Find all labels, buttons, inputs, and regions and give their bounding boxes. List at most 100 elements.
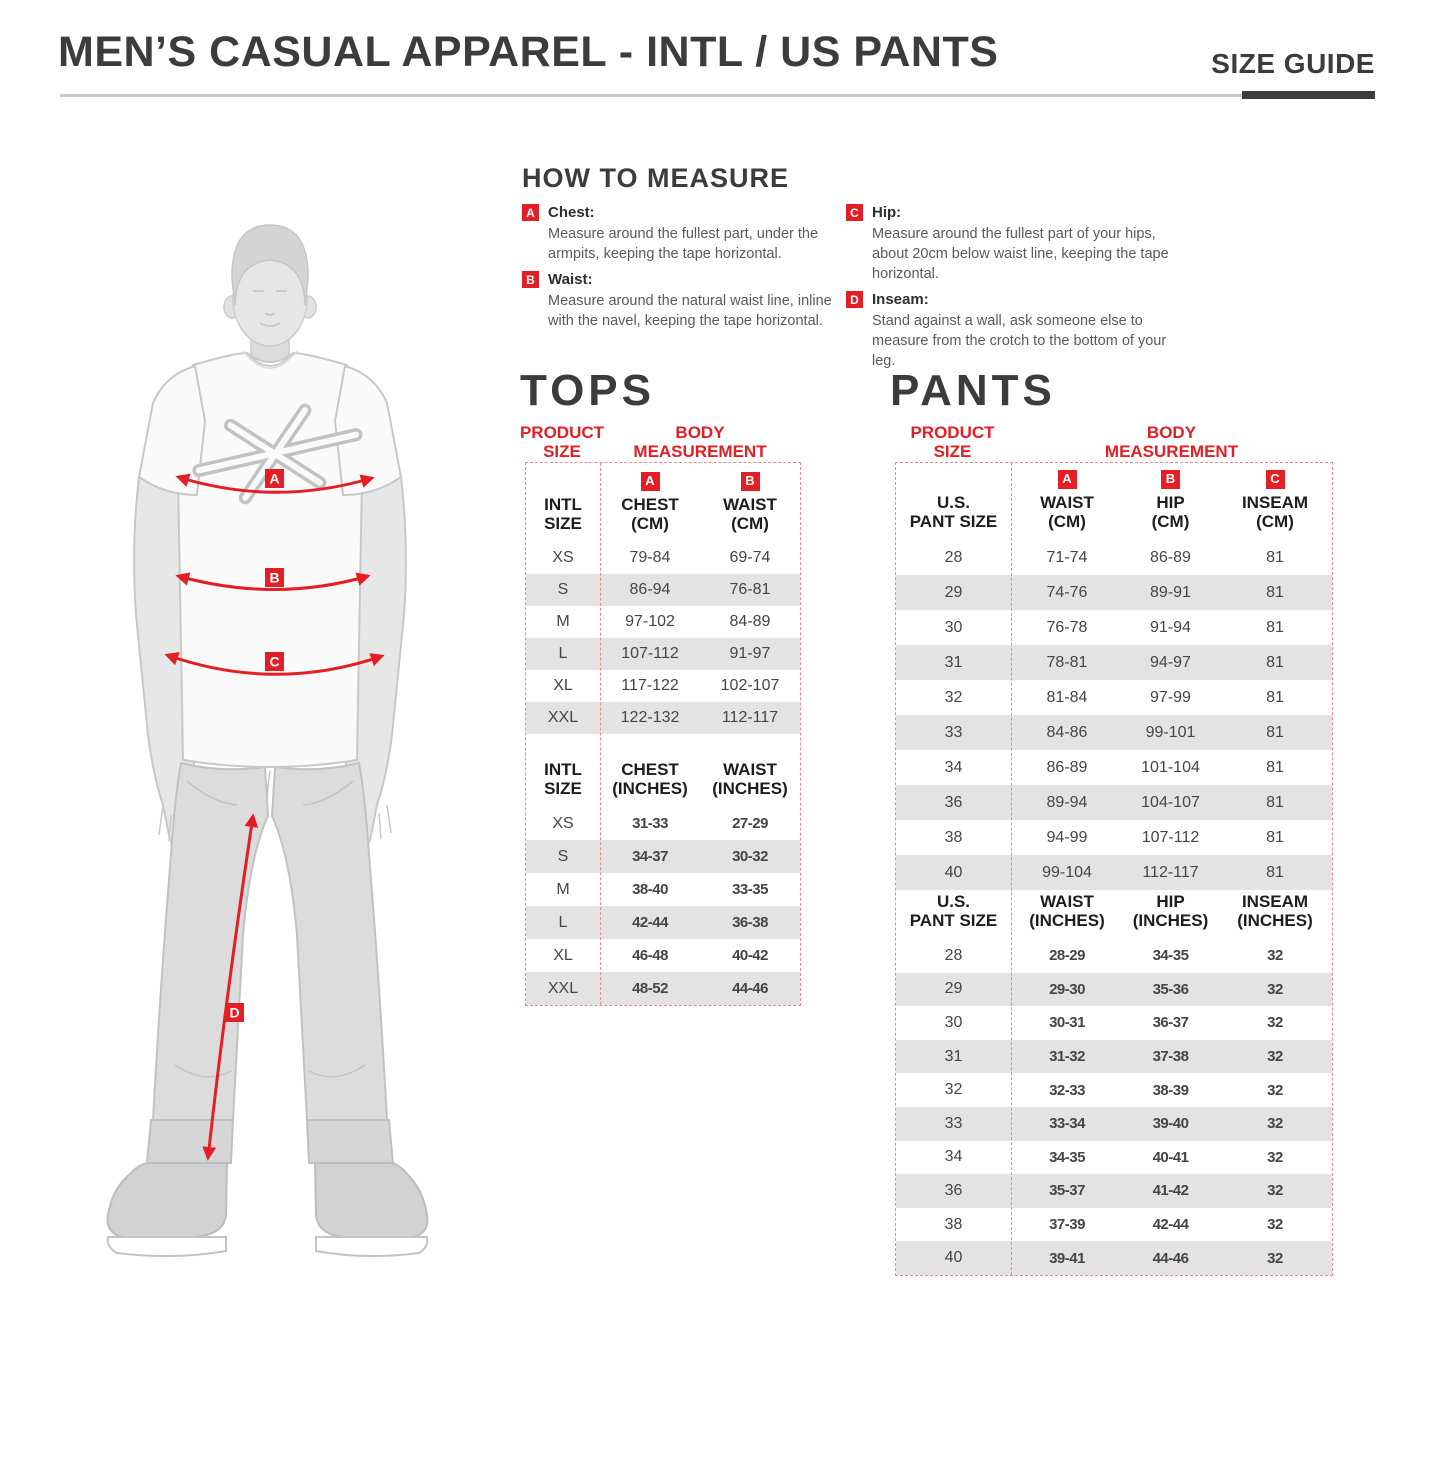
table-row: S 86-94 76-81 (526, 574, 800, 606)
table-cell: 36-38 (732, 914, 768, 931)
table-cell: M (556, 613, 570, 630)
table-cell: 81 (1266, 723, 1284, 741)
table-cell: 35-36 (1152, 980, 1189, 998)
inseam-arrow (202, 813, 259, 1161)
table-cell: 42-44 (1152, 1216, 1189, 1234)
column-header: U.S. PANT SIZE (909, 492, 998, 531)
table-cell: 86-89 (1046, 758, 1088, 776)
table-cell: 33-35 (732, 881, 768, 898)
measure-description: Stand against a wall, ask someone else t… (872, 313, 1167, 369)
table-row: XS 79-84 69-74 (526, 542, 800, 574)
table-cell: 79-84 (629, 549, 671, 566)
table-cell: L (558, 645, 568, 662)
table-cell: 112-117 (721, 709, 779, 726)
measure-item: B Waist: Measure around the natural wais… (522, 271, 852, 331)
table-cell: 38-40 (632, 881, 668, 898)
table-row: XXL 122-132 112-117 (526, 702, 800, 734)
table-cell: 84-89 (729, 613, 771, 630)
table-row: 28 28-29 34-35 32 (896, 939, 1332, 973)
table-cell: 81 (1266, 828, 1284, 846)
table-row: 34 34-35 40-41 32 (896, 1141, 1332, 1175)
table-cell: 112-117 (1142, 863, 1199, 881)
column-header: INSEAM (INCHES) (1237, 891, 1313, 930)
figure-badge-d: D (229, 1005, 239, 1021)
tops-inches-rows: XS 31-33 27-29 S 34-37 30-32 M 38-40 33-35 L 42-44… (526, 807, 800, 1005)
table-cell: 37-39 (1049, 1216, 1085, 1234)
table-cell: 32 (944, 1081, 963, 1099)
table-cell: 32 (1267, 1249, 1283, 1267)
tops-title: TOPS (520, 366, 656, 415)
table-cell: 91-97 (729, 645, 771, 662)
measure-letter-badge: D (846, 291, 863, 308)
table-cell: 122-132 (620, 709, 680, 726)
table-row: 38 37-39 42-44 32 (896, 1208, 1332, 1242)
table-cell: 40-42 (732, 947, 768, 964)
table-cell: XXL (547, 979, 579, 997)
column-header: A CHEST (CM) (621, 471, 679, 533)
measure-letter-badge: B (1161, 469, 1180, 489)
pants-red-headers: PRODUCT SIZE BODY MEASUREMENT (895, 417, 1333, 461)
hip-arrow (164, 652, 385, 676)
table-cell: 30 (944, 618, 963, 636)
table-cell: 78-81 (1046, 653, 1088, 671)
table-row: 29 74-76 89-91 81 (896, 575, 1332, 610)
table-cell: 33-34 (1049, 1115, 1085, 1133)
tops-column-divider (600, 463, 601, 1005)
table-row: 31 78-81 94-97 81 (896, 645, 1332, 680)
table-cell: 44-46 (732, 980, 768, 997)
table-row: 31 31-32 37-38 32 (896, 1039, 1332, 1074)
table-cell: 81 (1266, 548, 1284, 566)
table-cell: 81 (1266, 793, 1284, 811)
measure-label: Hip: (872, 204, 902, 221)
table-cell: 31-33 (632, 815, 668, 832)
table-cell: 40 (944, 863, 963, 881)
table-cell: 94-97 (1150, 653, 1191, 671)
table-cell: 32 (944, 688, 963, 706)
table-cell: 40-41 (1152, 1148, 1189, 1166)
tops-inches-header-row: INTL SIZE CHEST (INCHES) WAIST (INCHES) (526, 734, 800, 807)
figure-badge-a: A (269, 471, 279, 487)
column-header: WAIST (INCHES) (1029, 891, 1105, 930)
table-row: XS 31-33 27-29 (526, 807, 800, 840)
table-cell: 42-44 (632, 914, 668, 931)
measure-description: Measure around the fullest part, under t… (548, 226, 819, 262)
column-header: A WAIST (CM) (1040, 469, 1094, 531)
column-header: INTL SIZE (544, 759, 582, 798)
table-row: 34 86-89 101-104 81 (896, 750, 1332, 785)
size-guide-underline (1242, 91, 1375, 99)
table-cell: 107-112 (621, 645, 679, 662)
measure-letter-badge: B (740, 471, 760, 491)
table-row: L 42-44 36-38 (526, 906, 800, 939)
table-cell: 81 (1266, 583, 1284, 601)
table-cell: 69-74 (729, 549, 771, 566)
measure-letter-badge: C (846, 204, 863, 221)
table-cell: L (558, 913, 568, 931)
measure-list-left: A Chest: Measure around the fullest part… (522, 204, 852, 338)
table-row: L 107-112 91-97 (526, 638, 800, 670)
table-cell: 34 (944, 758, 963, 776)
pants-cm-rows: 28 71-74 86-89 81 29 74-76 89-91 81 30 76-78 91-94… (896, 540, 1332, 890)
table-cell: 30-31 (1049, 1014, 1085, 1032)
table-cell: 46-48 (632, 947, 668, 964)
table-cell: 48-52 (632, 980, 668, 997)
table-cell: 28 (944, 946, 963, 964)
table-cell: 81 (1266, 653, 1284, 671)
table-cell: 32 (1267, 980, 1283, 998)
measure-item: D Inseam: Stand against a wall, ask some… (846, 291, 1176, 371)
table-cell: 74-76 (1046, 583, 1088, 601)
body-measurement-figure: A B C D (106, 224, 429, 1258)
page-title: MEN’S CASUAL APPAREL - INTL / US PANTS (58, 28, 999, 76)
table-row: 32 32-33 38-39 32 (896, 1073, 1332, 1107)
table-cell: XL (553, 946, 573, 964)
table-cell: 34-37 (632, 848, 668, 865)
table-cell: 104-107 (1141, 793, 1200, 811)
table-row: 40 39-41 44-46 32 (896, 1241, 1332, 1275)
table-cell: 32 (1267, 1115, 1283, 1133)
table-row: 33 33-34 39-40 32 (896, 1106, 1332, 1141)
table-row: 32 81-84 97-99 81 (896, 680, 1332, 715)
table-cell: 99-101 (1145, 723, 1196, 741)
table-cell: 81 (1266, 758, 1284, 776)
figure-badge-c: C (269, 654, 279, 670)
pants-column-divider (1011, 463, 1012, 1275)
chest-arrow (175, 473, 375, 494)
